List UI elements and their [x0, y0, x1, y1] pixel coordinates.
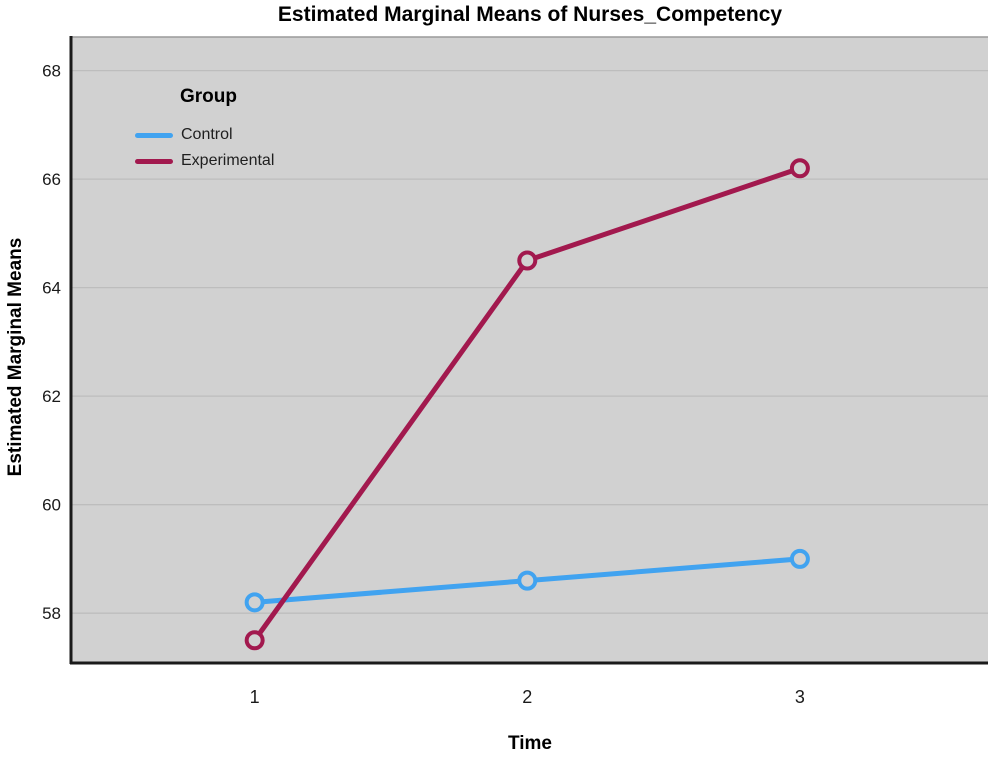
plot-area [72, 37, 988, 662]
experimental-series-swatch [135, 158, 173, 164]
legend-label-experimental: Experimental [181, 152, 275, 169]
y-tick-label: 68 [42, 62, 61, 81]
y-tick-label: 60 [42, 496, 61, 515]
control-marker [244, 592, 265, 613]
control-marker [517, 570, 538, 591]
x-tick-label: 3 [795, 687, 805, 707]
x-tick-label: 2 [522, 687, 532, 707]
y-tick-label: 58 [42, 604, 61, 623]
y-tick-label: 64 [42, 279, 61, 298]
legend-item-control: Control [135, 122, 274, 148]
y-tick-label: 62 [42, 387, 61, 406]
legend: Group Control Experimental [135, 86, 274, 174]
x-axis-title: Time [507, 733, 552, 754]
legend-title: Group [180, 86, 237, 107]
control-series-swatch [135, 132, 173, 138]
legend-label-control: Control [181, 126, 233, 143]
legend-item-experimental: Experimental [135, 148, 274, 174]
experimental-marker [789, 158, 810, 179]
control-marker [789, 548, 810, 569]
chart-title: Estimated Marginal Means of Nurses_Compe… [277, 3, 783, 26]
x-tick-label: 1 [250, 687, 260, 707]
y-tick-label: 66 [42, 170, 61, 189]
y-axis-title: Estimated Marginal Means [5, 237, 26, 477]
experimental-marker [517, 250, 538, 271]
experimental-marker [244, 630, 265, 651]
